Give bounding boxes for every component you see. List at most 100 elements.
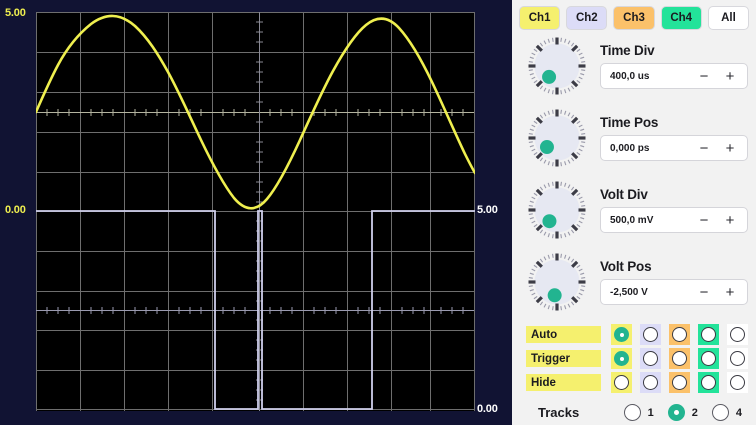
channel-button-ch3[interactable]: Ch3 xyxy=(613,6,655,30)
decrement-button-time-pos[interactable]: − xyxy=(691,137,717,159)
decrement-button-volt-pos[interactable]: − xyxy=(691,281,717,303)
matrix-cell-trigger-ch5[interactable] xyxy=(727,348,748,369)
radio-hide-ch4[interactable] xyxy=(701,375,716,390)
radio-trigger-ch5[interactable] xyxy=(730,351,745,366)
knob-controls: Time Div 400,0 us − + Time Pos 0,000 ps − + Volt… xyxy=(512,30,756,318)
matrix-cell-hide-ch5[interactable] xyxy=(727,372,748,393)
matrix-label-trigger: Trigger xyxy=(526,350,601,367)
radio-hide-ch1[interactable] xyxy=(614,375,629,390)
control-title-time-pos: Time Pos xyxy=(600,115,659,130)
matrix-cell-hide-ch2[interactable] xyxy=(640,372,661,393)
tracks-label: Tracks xyxy=(538,405,580,420)
matrix-cell-auto-ch1[interactable] xyxy=(611,324,632,345)
stepper-time-pos[interactable]: 0,000 ps − + xyxy=(600,135,748,161)
stepper-value-volt-div[interactable]: 500,0 mV xyxy=(610,214,654,226)
ch2-waveform xyxy=(36,210,475,410)
control-row-volt-div: Volt Div 500,0 mV − + xyxy=(512,174,756,246)
track-radio-1[interactable] xyxy=(623,404,641,421)
increment-button-time-pos[interactable]: + xyxy=(717,137,743,159)
stepper-value-time-div[interactable]: 400,0 us xyxy=(610,70,650,82)
control-title-volt-div: Volt Div xyxy=(600,187,648,202)
knob-dial-time-pos[interactable] xyxy=(526,107,588,169)
track-option-4[interactable]: 4 xyxy=(711,404,742,421)
knob-time-div[interactable] xyxy=(520,30,594,102)
tracks-options: 1 2 4 xyxy=(623,404,756,421)
matrix-cells-hide xyxy=(611,372,756,393)
knob-volt-div[interactable] xyxy=(520,174,594,246)
matrix-cells-trigger xyxy=(611,348,756,369)
ch1-zero-axis xyxy=(36,109,474,116)
control-title-time-div: Time Div xyxy=(600,43,655,58)
matrix-cell-trigger-ch4[interactable] xyxy=(698,348,719,369)
ch1-top-label: 5.00 xyxy=(5,7,26,19)
track-option-1[interactable]: 1 xyxy=(623,404,654,421)
track-radio-4[interactable] xyxy=(711,404,729,421)
control-row-time-div: Time Div 400,0 us − + xyxy=(512,30,756,102)
scope-plot-area[interactable] xyxy=(36,12,475,411)
channel-button-ch4[interactable]: Ch4 xyxy=(660,6,702,30)
matrix-cell-auto-ch3[interactable] xyxy=(669,324,690,345)
track-option-2[interactable]: 2 xyxy=(667,404,698,421)
control-panel: Ch1 Ch2 Ch3 Ch4 All Time Div 400,0 us − + Time P… xyxy=(512,0,756,425)
matrix-label-hide: Hide xyxy=(526,374,601,391)
waveform-svg xyxy=(36,12,475,411)
track-radio-2[interactable] xyxy=(667,404,685,421)
control-row-volt-pos: Volt Pos -2,500 V − + xyxy=(512,246,756,318)
knob-time-pos[interactable] xyxy=(520,102,594,174)
radio-hide-ch5[interactable] xyxy=(730,375,745,390)
knob-volt-pos[interactable] xyxy=(520,246,594,318)
matrix-cell-auto-ch2[interactable] xyxy=(640,324,661,345)
ch2-bottom-label: 0.00 xyxy=(477,403,498,415)
scope-display[interactable]: 5.00 0.00 5.00 0.00 xyxy=(0,0,512,425)
stepper-time-div[interactable]: 400,0 us − + xyxy=(600,63,748,89)
matrix-row-hide: Hide xyxy=(526,372,756,393)
radio-hide-ch3[interactable] xyxy=(672,375,687,390)
tracks-row: Tracks 1 2 4 xyxy=(512,404,756,421)
radio-auto-ch1[interactable] xyxy=(614,327,629,342)
radio-trigger-ch1[interactable] xyxy=(614,351,629,366)
ch2-zero-axis xyxy=(36,307,474,314)
radio-hide-ch2[interactable] xyxy=(643,375,658,390)
channel-button-all[interactable]: All xyxy=(707,6,750,30)
radio-trigger-ch2[interactable] xyxy=(643,351,658,366)
increment-button-time-div[interactable]: + xyxy=(717,65,743,87)
channel-button-bar: Ch1 Ch2 Ch3 Ch4 All xyxy=(512,0,756,30)
increment-button-volt-div[interactable]: + xyxy=(717,209,743,231)
knob-dial-volt-div[interactable] xyxy=(526,179,588,241)
matrix-cell-auto-ch5[interactable] xyxy=(727,324,748,345)
matrix-cell-hide-ch3[interactable] xyxy=(669,372,690,393)
matrix-row-trigger: Trigger xyxy=(526,348,756,369)
ch1-bottom-label: 0.00 xyxy=(5,204,26,216)
stepper-volt-div[interactable]: 500,0 mV − + xyxy=(600,207,748,233)
matrix-cell-trigger-ch2[interactable] xyxy=(640,348,661,369)
radio-auto-ch4[interactable] xyxy=(701,327,716,342)
knob-dial-volt-pos[interactable] xyxy=(526,251,588,313)
radio-auto-ch3[interactable] xyxy=(672,327,687,342)
matrix-cell-hide-ch1[interactable] xyxy=(611,372,632,393)
matrix-cell-trigger-ch3[interactable] xyxy=(669,348,690,369)
track-number-1: 1 xyxy=(647,406,654,419)
radio-auto-ch2[interactable] xyxy=(643,327,658,342)
radio-trigger-ch4[interactable] xyxy=(701,351,716,366)
decrement-button-volt-div[interactable]: − xyxy=(691,209,717,231)
knob-dial-time-div[interactable] xyxy=(526,35,588,97)
increment-button-volt-pos[interactable]: + xyxy=(717,281,743,303)
radio-trigger-ch3[interactable] xyxy=(672,351,687,366)
control-fields-time-pos: Time Pos 0,000 ps − + xyxy=(594,115,756,161)
stepper-value-volt-pos[interactable]: -2,500 V xyxy=(610,286,648,298)
matrix-row-auto: Auto xyxy=(526,324,756,345)
matrix-label-auto: Auto xyxy=(526,326,601,343)
channel-button-ch2[interactable]: Ch2 xyxy=(566,6,608,30)
radio-auto-ch5[interactable] xyxy=(730,327,745,342)
matrix-cell-hide-ch4[interactable] xyxy=(698,372,719,393)
ch1-waveform xyxy=(36,14,475,210)
matrix-cell-trigger-ch1[interactable] xyxy=(611,348,632,369)
stepper-value-time-pos[interactable]: 0,000 ps xyxy=(610,142,650,154)
mode-matrix: Auto Trigger Hide xyxy=(512,318,756,393)
decrement-button-time-div[interactable]: − xyxy=(691,65,717,87)
track-number-4: 4 xyxy=(735,406,742,419)
matrix-cell-auto-ch4[interactable] xyxy=(698,324,719,345)
channel-button-ch1[interactable]: Ch1 xyxy=(519,6,561,30)
stepper-volt-pos[interactable]: -2,500 V − + xyxy=(600,279,748,305)
